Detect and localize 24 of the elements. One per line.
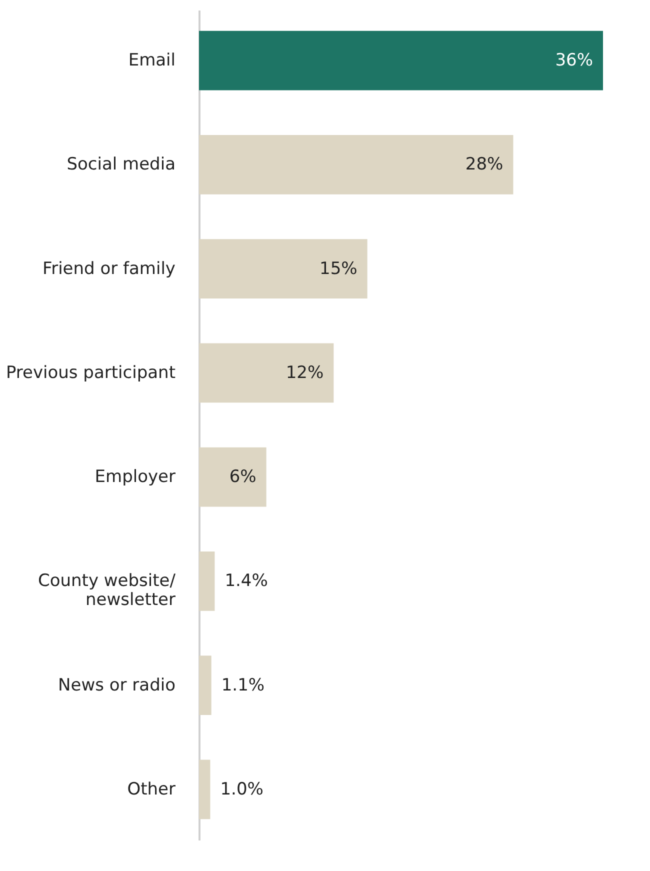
data-label: 1.0% <box>220 779 264 800</box>
y-tick-label: Employer <box>94 467 176 488</box>
bar <box>199 447 266 507</box>
data-label: 1.4% <box>224 571 268 592</box>
y-tick-label: County website/ newsletter <box>38 571 176 610</box>
data-label: 28% <box>465 154 504 175</box>
bar <box>199 30 603 90</box>
bar <box>199 134 514 194</box>
data-label: 36% <box>555 50 593 71</box>
y-tick-label: Friend or family <box>42 258 176 279</box>
y-tick-label: Social media <box>66 154 176 175</box>
bar <box>199 552 215 611</box>
y-tick-label: News or radio <box>58 675 176 696</box>
data-label: 12% <box>286 362 324 383</box>
bar <box>199 760 210 820</box>
y-tick-label: Email <box>128 50 176 71</box>
data-label: 6% <box>229 467 256 488</box>
y-tick-label: Other <box>127 779 176 800</box>
bar <box>199 656 212 716</box>
bar <box>199 239 368 298</box>
data-label: 1.1% <box>221 675 265 696</box>
bar <box>199 343 334 403</box>
data-label: 15% <box>320 258 358 279</box>
y-tick-label: Previous participant <box>6 362 176 383</box>
